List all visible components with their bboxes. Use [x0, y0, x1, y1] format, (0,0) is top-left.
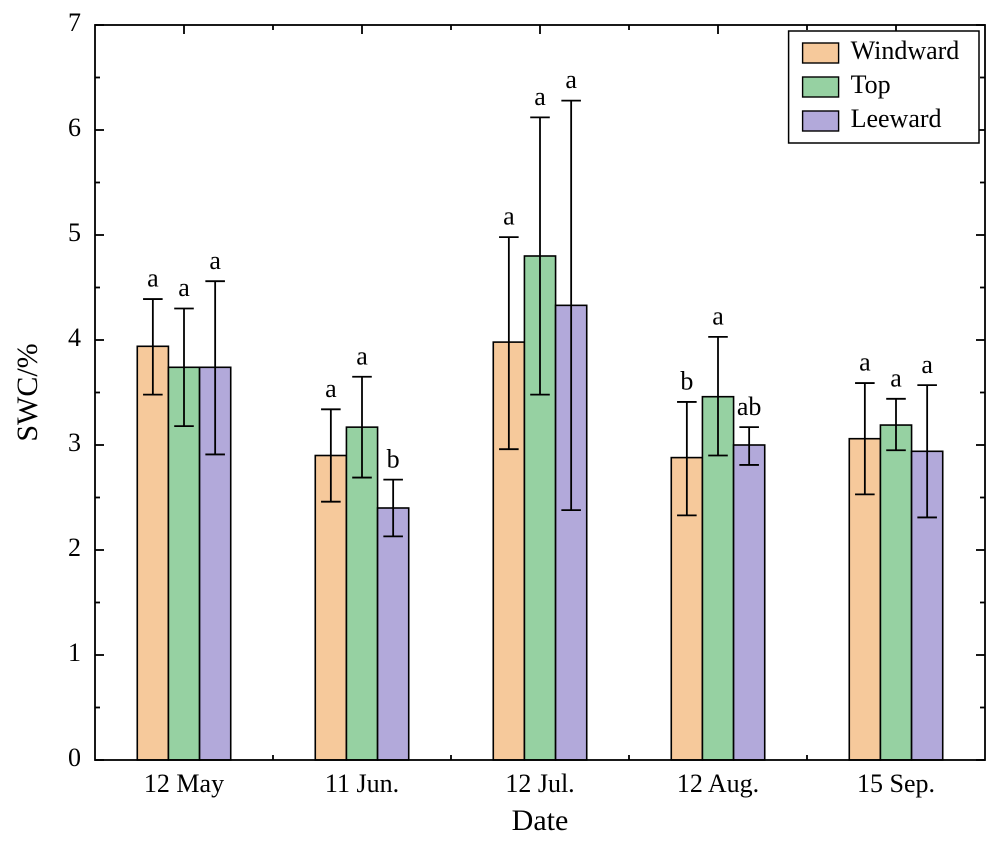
- x-tick-label: 12 Aug.: [677, 769, 759, 798]
- significance-label: a: [325, 374, 337, 403]
- y-tick-label: 3: [68, 428, 81, 457]
- legend-swatch: [803, 43, 839, 63]
- chart-container: 0 1 2 3 4 5 6 7 12 May 11 Jun. 12 Jul. 12 Aug. 15 Se…: [0, 0, 1004, 850]
- grouped-bar-chart: 0 1 2 3 4 5 6 7 12 May 11 Jun. 12 Jul. 12 Aug. 15 Se…: [0, 0, 1004, 850]
- significance-label: b: [387, 444, 400, 473]
- legend-swatch: [803, 77, 839, 97]
- significance-label: a: [565, 65, 577, 94]
- significance-label: a: [712, 301, 724, 330]
- significance-label: a: [921, 350, 933, 379]
- legend-label: Top: [851, 70, 891, 99]
- significance-label: a: [178, 273, 190, 302]
- x-tick-label: 15 Sep.: [857, 769, 935, 798]
- significance-label: a: [209, 246, 221, 275]
- legend-label: Windward: [851, 36, 960, 65]
- y-tick-label: 2: [68, 533, 81, 562]
- y-tick-label: 1: [68, 638, 81, 667]
- y-tick-label: 0: [68, 743, 81, 772]
- significance-label: a: [859, 348, 871, 377]
- y-tick-label: 4: [68, 323, 81, 352]
- legend-label: Leeward: [851, 104, 942, 133]
- x-tick-label: 11 Jun.: [325, 769, 399, 798]
- significance-label: a: [147, 264, 159, 293]
- x-tick-label: 12 May: [144, 769, 224, 798]
- legend-swatch: [803, 111, 839, 131]
- significance-label: a: [356, 341, 368, 370]
- bar: [734, 445, 765, 760]
- significance-label: a: [534, 82, 546, 111]
- significance-label: a: [890, 363, 902, 392]
- y-axis-label: SWC/%: [11, 343, 44, 441]
- significance-label: ab: [737, 392, 762, 421]
- y-tick-label: 7: [68, 8, 81, 37]
- significance-label: a: [503, 202, 515, 231]
- bar: [880, 425, 911, 760]
- y-tick-label: 6: [68, 113, 81, 142]
- significance-label: b: [680, 367, 693, 396]
- x-axis-label: Date: [512, 804, 569, 837]
- bar: [137, 346, 168, 760]
- x-tick-label: 12 Jul.: [505, 769, 574, 798]
- y-tick-label: 5: [68, 218, 81, 247]
- bar: [378, 508, 409, 760]
